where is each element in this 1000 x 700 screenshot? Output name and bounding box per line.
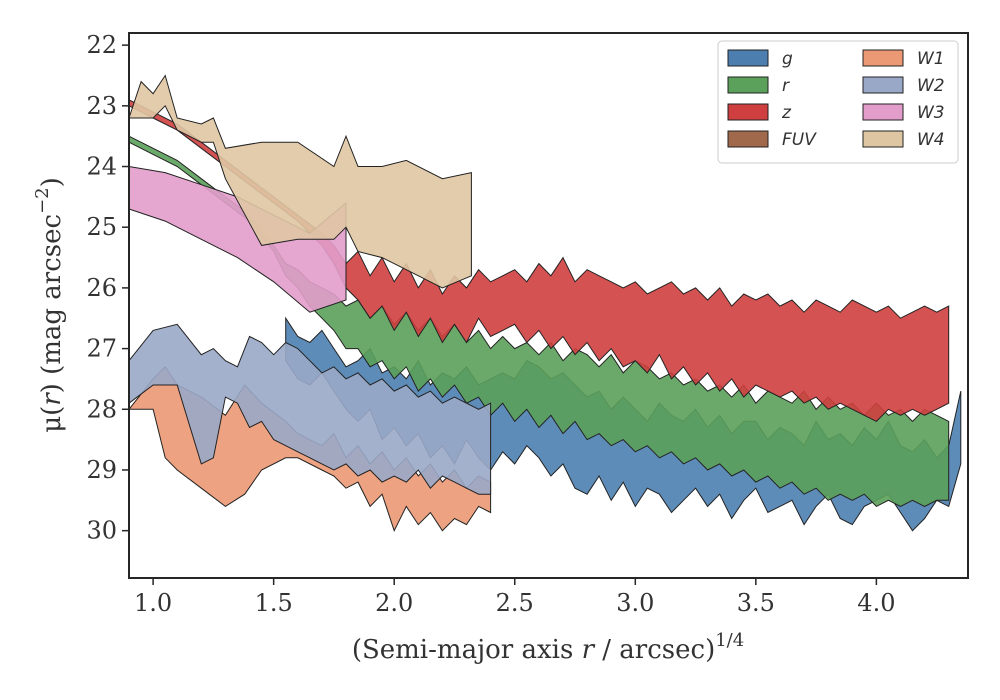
legend-label-w2: W2 xyxy=(917,76,945,96)
area-w2 xyxy=(128,323,492,495)
legend-label-r: r xyxy=(782,76,790,96)
legend-swatch-w4 xyxy=(862,130,904,148)
y-axis-ticks: 22 23 24 25 26 27 28 29 30 xyxy=(86,31,129,545)
x-axis-ticks: 1.0 1.5 2.0 2.5 3.0 3.5 4.0 xyxy=(134,578,895,617)
legend-label-w3: W3 xyxy=(917,103,945,123)
y-tick-label: 28 xyxy=(86,395,117,423)
plot-frame xyxy=(128,32,969,579)
legend-swatch-g xyxy=(727,49,769,67)
legend-label-w4: W4 xyxy=(917,130,945,150)
legend-label-fuv: FUV xyxy=(782,130,817,150)
x-tick-label: 1.5 xyxy=(255,589,293,617)
y-tick-label: 29 xyxy=(86,456,117,484)
x-tick-label: 2.5 xyxy=(496,589,534,617)
area-w3 xyxy=(128,165,347,313)
legend-swatch-w2 xyxy=(862,76,904,94)
legend: grz FUV W1 W2 W3 W4 xyxy=(717,40,959,164)
legend-swatch-r xyxy=(727,76,769,94)
legend-swatch-fuv xyxy=(727,130,769,148)
series-layer xyxy=(127,74,962,533)
area-z xyxy=(128,98,950,423)
y-tick-label: 25 xyxy=(86,213,117,241)
y-axis-label: μ(r) (mag arcsec−2) xyxy=(32,177,67,433)
legend-label-z: z xyxy=(781,103,792,123)
y-tick-label: 26 xyxy=(86,274,117,302)
legend-swatch-z xyxy=(727,103,769,121)
y-tick-label: 27 xyxy=(86,335,117,363)
x-tick-label: 3.0 xyxy=(616,589,654,617)
x-tick-label: 1.0 xyxy=(134,589,172,617)
y-tick-label: 30 xyxy=(86,517,117,545)
x-tick-label: 3.5 xyxy=(737,589,775,617)
x-tick-label: 2.0 xyxy=(375,589,413,617)
legend-label-w1: W1 xyxy=(917,49,945,69)
x-tick-label: 4.0 xyxy=(857,589,895,617)
area-w4 xyxy=(128,74,472,289)
y-tick-label: 23 xyxy=(86,92,117,120)
legend-swatch-w3 xyxy=(862,103,904,121)
y-tick-label: 24 xyxy=(86,153,117,181)
legend-swatch-w1 xyxy=(862,49,904,67)
legend-label-g: g xyxy=(782,49,793,69)
y-tick-label: 22 xyxy=(86,31,117,59)
x-axis-label: (Semi-major axis r / arcsec)1/4 xyxy=(352,630,744,665)
